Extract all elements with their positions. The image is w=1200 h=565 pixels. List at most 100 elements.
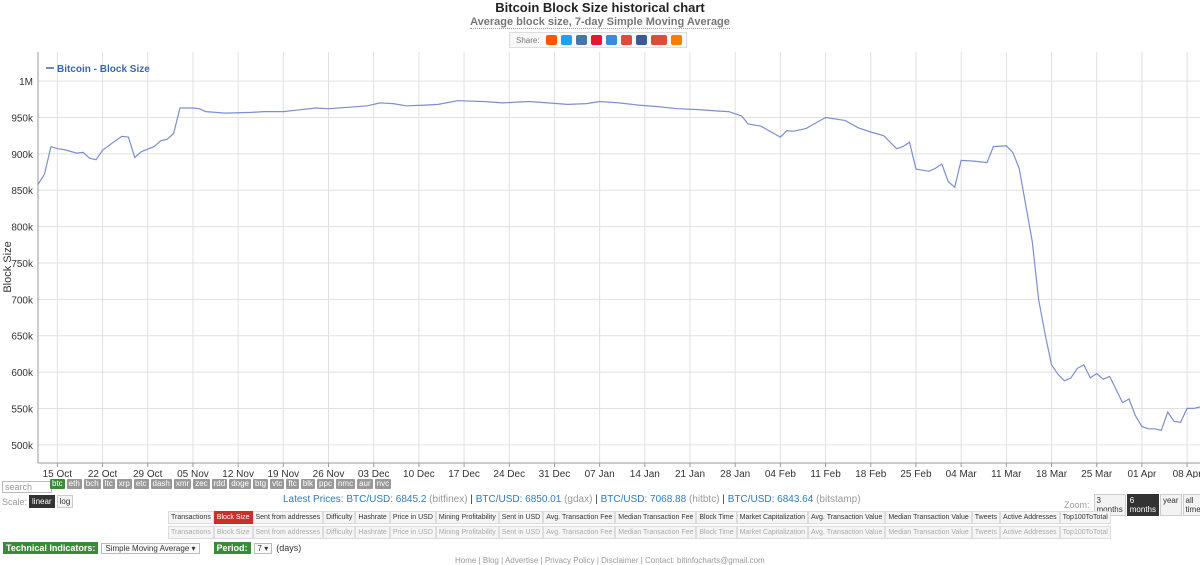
- x-tick-label: 07 Jan: [585, 469, 615, 478]
- coin-button-blk[interactable]: blk: [300, 479, 316, 489]
- metric-tab[interactable]: Median Transaction Fee: [615, 526, 697, 539]
- coin-button-ppc[interactable]: ppc: [317, 479, 334, 489]
- metric-tab[interactable]: Block Time: [696, 511, 737, 524]
- facebook-icon[interactable]: [635, 35, 647, 45]
- scale-option-log[interactable]: log: [56, 495, 74, 508]
- coin-button-xmr[interactable]: xmr: [173, 479, 192, 489]
- like-icon[interactable]: [605, 35, 617, 45]
- coin-button-rdd[interactable]: rdd: [211, 479, 228, 489]
- indicator-select-value: Simple Moving Average: [105, 543, 190, 553]
- chart-grid: [38, 52, 1200, 463]
- metric-tab[interactable]: Price in USD: [389, 511, 436, 524]
- coin-button-ltc[interactable]: ltc: [102, 479, 115, 489]
- y-tick-label: 500k: [11, 441, 34, 452]
- metric-tab[interactable]: Sent from addresses: [252, 511, 324, 524]
- metric-tab[interactable]: Sent from addresses: [252, 526, 324, 539]
- period-label: Period:: [213, 542, 251, 554]
- metric-tab[interactable]: Median Transaction Fee: [615, 511, 697, 524]
- metric-tab[interactable]: Price in USD: [389, 526, 436, 539]
- metric-tab[interactable]: Avg. Transaction Fee: [543, 526, 616, 539]
- coin-button-xrp[interactable]: xrp: [116, 479, 132, 489]
- coin-button-btg[interactable]: btg: [253, 479, 269, 489]
- price-source: (bitstamp): [813, 494, 861, 505]
- coin-button-btc[interactable]: btc: [50, 479, 65, 489]
- coin-button-zec[interactable]: zec: [193, 479, 210, 489]
- coin-button-nvc[interactable]: nvc: [374, 479, 392, 489]
- metric-tab[interactable]: Sent in USD: [498, 511, 544, 524]
- x-tick-label: 11 Mar: [991, 469, 1022, 478]
- metric-tab[interactable]: Difficulty: [323, 511, 356, 524]
- metric-tab[interactable]: Transactions: [168, 511, 214, 524]
- period-select-value: 7: [257, 543, 262, 553]
- coin-button-aur[interactable]: aur: [357, 479, 373, 489]
- price-link[interactable]: BTC/USD: 6850.01: [475, 494, 562, 505]
- metric-tab[interactable]: Top100ToTotal: [1059, 511, 1111, 524]
- search-input[interactable]: search: [2, 481, 52, 493]
- metric-tab[interactable]: Median Transaction Value: [885, 526, 972, 539]
- period-select[interactable]: 7 ▾: [253, 542, 273, 554]
- blogger-icon[interactable]: [670, 35, 682, 45]
- x-tick-label: 11 Feb: [810, 469, 841, 478]
- share-label: Share:: [516, 35, 540, 45]
- metric-tab[interactable]: Top100ToTotal: [1059, 526, 1111, 539]
- zoom-option[interactable]: year: [1159, 494, 1182, 516]
- price-source: (bitfinex): [426, 494, 468, 505]
- price-link[interactable]: BTC/USD: 6843.64: [727, 494, 814, 505]
- legend-label[interactable]: Bitcoin - Block Size: [57, 64, 150, 75]
- metric-tab[interactable]: Market Capitalization: [736, 511, 808, 524]
- indicator-select[interactable]: Simple Moving Average ▾: [101, 542, 200, 554]
- weibo-icon[interactable]: [590, 35, 602, 45]
- coin-button-etc[interactable]: etc: [133, 479, 149, 489]
- scale-label: Scale:: [2, 496, 28, 507]
- price-source: (gdax): [561, 494, 593, 505]
- price-link[interactable]: BTC/USD: 7068.88: [600, 494, 687, 505]
- metric-tab[interactable]: Active Addresses: [999, 511, 1060, 524]
- y-tick-label: 900k: [11, 150, 34, 161]
- footer-links[interactable]: Home | Blog | Advertise | Privacy Policy…: [455, 556, 765, 565]
- coin-button-eth[interactable]: eth: [66, 479, 82, 489]
- chevron-down-icon: ▾: [191, 543, 196, 553]
- metric-tab[interactable]: Hashrate: [355, 511, 390, 524]
- reddit-icon[interactable]: [545, 35, 557, 45]
- scale-option-linear[interactable]: linear: [29, 495, 55, 508]
- metric-tab[interactable]: Tweets: [971, 526, 1000, 539]
- google-icon[interactable]: [620, 35, 632, 45]
- metric-tab[interactable]: Avg. Transaction Value: [808, 511, 886, 524]
- coin-button-doge[interactable]: doge: [229, 479, 251, 489]
- metric-tab[interactable]: Tweets: [971, 511, 1000, 524]
- metric-tab[interactable]: Avg. Transaction Value: [808, 526, 886, 539]
- price-link[interactable]: BTC/USD: 6845.2: [346, 494, 427, 505]
- metric-tab[interactable]: Avg. Transaction Fee: [543, 511, 616, 524]
- x-tick-label: 18 Feb: [855, 469, 887, 478]
- metric-tab[interactable]: Hashrate: [355, 526, 390, 539]
- coin-button-bch[interactable]: bch: [83, 479, 101, 489]
- metric-tab[interactable]: Market Capitalization: [736, 526, 808, 539]
- metric-tab[interactable]: Block Size: [213, 511, 253, 524]
- price-separator: |: [719, 494, 728, 505]
- metric-tab[interactable]: Mining Profitability: [435, 526, 499, 539]
- coin-button-dash[interactable]: dash: [150, 479, 172, 489]
- metric-tab[interactable]: Mining Profitability: [435, 511, 499, 524]
- metric-tab[interactable]: Block Time: [696, 526, 737, 539]
- metric-tab[interactable]: Sent in USD: [498, 526, 544, 539]
- x-tick-label: 25 Mar: [1081, 469, 1113, 478]
- metric-tab[interactable]: Block Size: [213, 526, 253, 539]
- zoom-option[interactable]: 6 months: [1126, 494, 1159, 516]
- zoom-option[interactable]: all time: [1182, 494, 1200, 516]
- metric-tab[interactable]: Active Addresses: [999, 526, 1060, 539]
- x-tick-label: 24 Dec: [493, 469, 525, 478]
- coin-button-ftc[interactable]: ftc: [286, 479, 299, 489]
- page-title: Bitcoin Block Size historical chart: [495, 0, 705, 15]
- x-tick-label: 10 Dec: [403, 469, 435, 478]
- metric-tab[interactable]: Difficulty: [323, 526, 356, 539]
- coin-button-nmc[interactable]: nmc: [335, 479, 356, 489]
- vk-icon[interactable]: [575, 35, 587, 45]
- twitter-icon[interactable]: [560, 35, 572, 45]
- coin-button-vtc[interactable]: vtc: [270, 479, 285, 489]
- metric-tab[interactable]: Transactions: [168, 526, 214, 539]
- metric-tab[interactable]: Median Transaction Value: [885, 511, 972, 524]
- zoom-selector: Zoom: 3 months 6 months year all time: [1064, 494, 1200, 516]
- google-plus-one-icon[interactable]: [650, 35, 667, 45]
- subtitle-text: Average block size, 7-day Simple Moving …: [470, 16, 730, 29]
- legend[interactable]: Bitcoin - Block Size: [46, 64, 150, 75]
